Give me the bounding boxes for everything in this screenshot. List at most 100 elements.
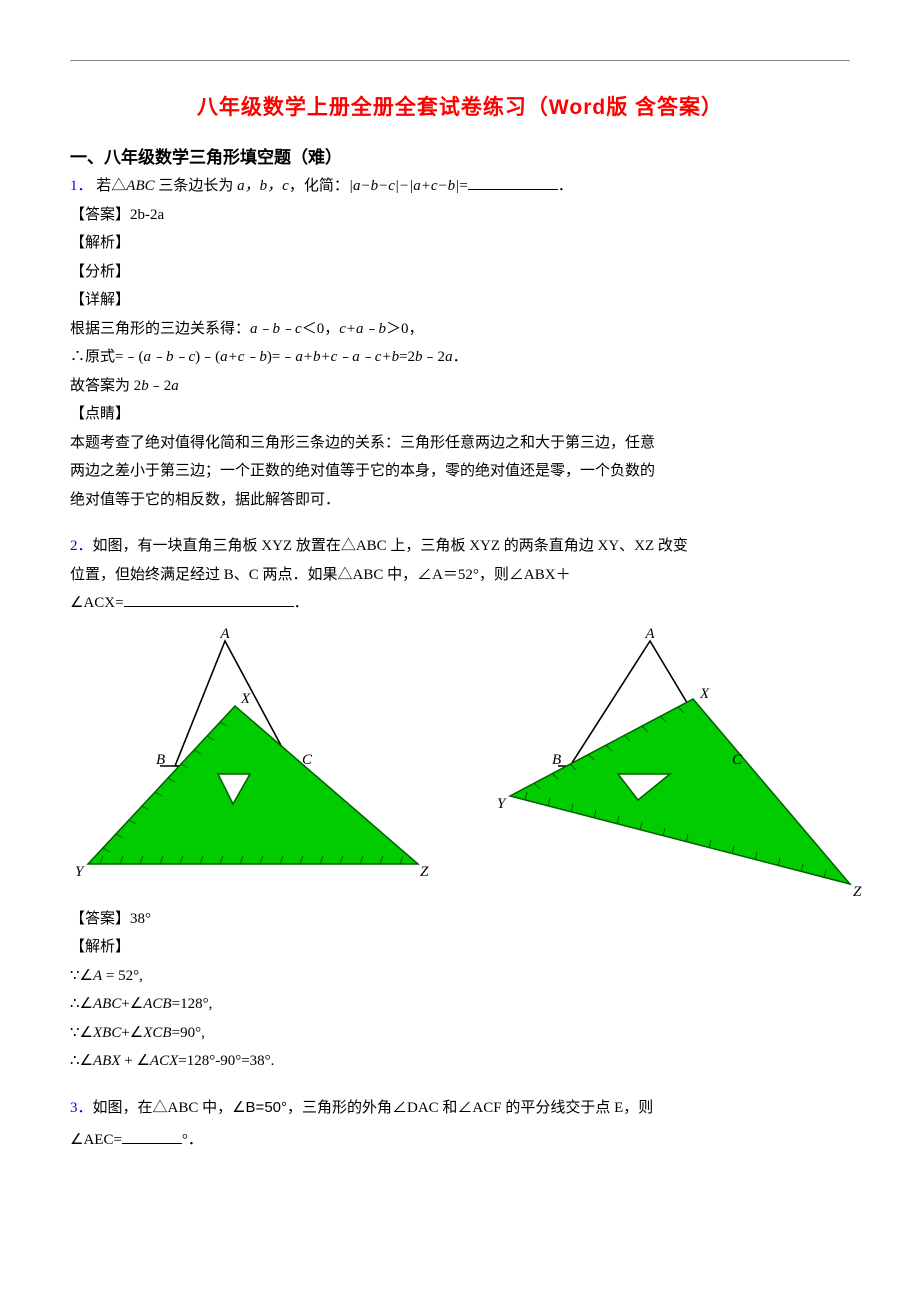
q1-dj1: 本题考查了绝对值得化简和三角形三条边的关系：三角形任意两边之和大于第三边，任意 <box>70 429 850 458</box>
q1-d3d: a <box>171 378 179 394</box>
svg-text:Z: Z <box>853 884 862 900</box>
q2-number: 2． <box>70 538 93 554</box>
q2-l1a: ∵∠ <box>70 968 93 984</box>
svg-text:Y: Y <box>75 864 85 880</box>
triangle-figure-2: A X B C Y Z <box>470 626 870 901</box>
q2-l3a: ∵∠ <box>70 1025 93 1041</box>
q2-trail: ． <box>294 595 309 611</box>
q1-d2i: ﹣2 <box>423 349 446 365</box>
q2-figure-right: A X B C Y Z <box>470 626 870 901</box>
q2-answer-line: 【答案】38° <box>70 905 850 934</box>
q1-text3: ，化简： <box>289 178 349 194</box>
q2-l4d: ACX <box>150 1053 178 1069</box>
q1-d2k: ． <box>453 349 468 365</box>
q1-d1a: 根据三角形的三边关系得： <box>70 321 250 337</box>
q3-problem-2: ∠AEC=°． <box>70 1122 850 1158</box>
q1-fenxi: 【分析】 <box>70 258 850 287</box>
q3-p1b: ∠B=50° <box>232 1099 287 1116</box>
q1-text2: 三条边长为 <box>155 178 238 194</box>
svg-text:B: B <box>552 752 561 768</box>
q2-l4: ∴∠ABX + ∠ACX=128°-90°=38°. <box>70 1047 850 1076</box>
q1-xiangjie: 【详解】 <box>70 286 850 315</box>
q3-p2a: ∠AEC= <box>70 1132 122 1148</box>
q2-l4a: ∴∠ <box>70 1053 93 1069</box>
q1-expr: |a−b−c|−|a+c−b| <box>349 178 459 194</box>
q1-detail-3: 故答案为 2b﹣2a <box>70 372 850 401</box>
q3-number: 3． <box>70 1100 93 1116</box>
q1-d3c: ﹣2 <box>149 378 172 394</box>
q3-blank <box>122 1128 182 1144</box>
q2-l3e: =90°, <box>172 1025 205 1041</box>
q2-l2c: +∠ <box>121 996 143 1012</box>
q1-text: 若△ <box>96 178 126 194</box>
q3-problem-1: 3．如图，在△ABC 中，∠B=50°，三角形的外角∠DAC 和∠ACF 的平分… <box>70 1094 850 1123</box>
q1-d2c: )﹣( <box>195 349 220 365</box>
q2-l3d: XCB <box>143 1025 171 1041</box>
q1-d2f: a+b+c﹣a﹣c+b <box>295 349 399 365</box>
q1-vars: a，b，c <box>237 178 289 194</box>
q1-dj2: 两边之差小于第三边；一个正数的绝对值等于它的本身，零的绝对值还是零，一个负数的 <box>70 457 850 486</box>
q1-problem: 1． 若△ABC 三条边长为 a，b，c，化简：|a−b−c|−|a+c−b|=… <box>70 172 850 201</box>
svg-text:X: X <box>240 691 251 707</box>
q1-d2h: b <box>415 349 423 365</box>
q2-problem-2: 位置，但始终满足经过 B、C 两点．如果△ABC 中，∠A＝52°，则∠ABX＋ <box>70 561 850 590</box>
q2-figure-left: A X B C Y Z <box>70 626 440 901</box>
q1-d1d: c+a﹣b <box>339 321 386 337</box>
triangle-figure-1: A X B C Y Z <box>70 626 440 886</box>
svg-text:C: C <box>732 752 743 768</box>
section-heading: 一、八年级数学三角形填空题（难） <box>70 143 850 168</box>
svg-text:A: A <box>219 626 230 642</box>
q1-trail: ． <box>558 178 573 194</box>
q1-d2j: a <box>445 349 453 365</box>
q1-d1e: ＞0， <box>386 321 424 337</box>
top-rule <box>70 60 850 61</box>
q2-l2a: ∴∠ <box>70 996 93 1012</box>
q2-l1c: = 52°, <box>102 968 143 984</box>
q1-eq: = <box>459 178 467 194</box>
svg-text:Z: Z <box>420 864 429 880</box>
svg-text:Y: Y <box>497 796 507 812</box>
document-title: 八年级数学上册全册全套试卷练习（Word版 含答案） <box>70 91 850 121</box>
q2-answer: 38° <box>130 911 151 927</box>
q1-d2e: )=﹣ <box>267 349 295 365</box>
q2-answer-label: 【答案】 <box>70 911 130 927</box>
svg-text:A: A <box>644 626 655 642</box>
q1-d2d: a+c﹣b <box>220 349 267 365</box>
q2-problem-3: ∠ACX=． <box>70 589 850 618</box>
svg-text:X: X <box>699 686 710 702</box>
q2-l1: ∵∠A = 52°, <box>70 962 850 991</box>
q3-p1a: 如图，在△ABC 中， <box>93 1100 233 1116</box>
q3-p1c: ，三角形的外角∠DAC 和∠ACF 的平分线交于点 E，则 <box>287 1100 653 1116</box>
q2-l2b: ABC <box>93 996 121 1012</box>
q2-l4b: ABX <box>93 1053 121 1069</box>
q2-l2d: ACB <box>143 996 171 1012</box>
q2-l2e: =128°, <box>172 996 213 1012</box>
q2-p1: 如图，有一块直角三角板 XYZ 放置在△ABC 上，三角板 XYZ 的两条直角边… <box>93 538 688 554</box>
q2-l3c: +∠ <box>121 1025 143 1041</box>
svg-text:B: B <box>156 752 165 768</box>
q2-figures: A X B C Y Z <box>70 626 850 901</box>
q2-l4e: =128°-90°=38°. <box>178 1053 274 1069</box>
q2-l3b: XBC <box>93 1025 121 1041</box>
q1-abc: ABC <box>126 178 154 194</box>
q1-detail-1: 根据三角形的三边关系得：a﹣b﹣c＜0，c+a﹣b＞0， <box>70 315 850 344</box>
q1-d2g: =2 <box>399 349 415 365</box>
q2-l4c: + ∠ <box>121 1053 150 1069</box>
svg-text:C: C <box>302 752 313 768</box>
q2-l3: ∵∠XBC+∠XCB=90°, <box>70 1019 850 1048</box>
q1-dj3: 绝对值等于它的相反数，据此解答即可． <box>70 486 850 515</box>
q1-blank <box>468 174 558 190</box>
q1-d3a: 故答案为 2 <box>70 378 141 394</box>
q1-d2b: a﹣b﹣c <box>143 349 195 365</box>
q1-answer-line: 【答案】2b-2a <box>70 201 850 230</box>
q2-l1b: A <box>93 968 102 984</box>
q1-d1c: ＜0， <box>302 321 340 337</box>
q1-number: 1． <box>70 178 93 194</box>
q1-d1b: a﹣b﹣c <box>250 321 302 337</box>
q1-d2a: ∴原式=﹣( <box>70 349 143 365</box>
q1-jiexi: 【解析】 <box>70 229 850 258</box>
q2-jiexi: 【解析】 <box>70 933 850 962</box>
q2-problem-1: 2．如图，有一块直角三角板 XYZ 放置在△ABC 上，三角板 XYZ 的两条直… <box>70 532 850 561</box>
q2-blank <box>124 591 294 607</box>
q1-detail-2: ∴原式=﹣(a﹣b﹣c)﹣(a+c﹣b)=﹣a+b+c﹣a﹣c+b=2b﹣2a． <box>70 343 850 372</box>
